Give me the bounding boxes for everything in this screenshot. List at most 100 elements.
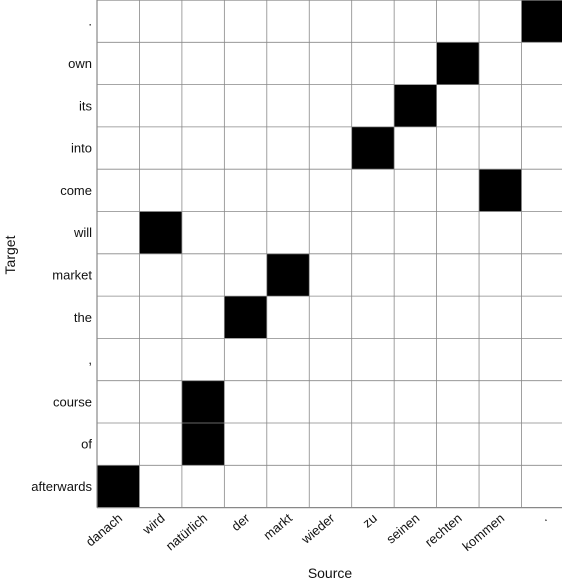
alignment-cell <box>351 465 395 508</box>
y-tick-label: market <box>52 267 92 282</box>
alignment-cell <box>479 42 522 85</box>
alignment-cell <box>394 0 437 43</box>
alignment-cell <box>351 42 395 85</box>
alignment-cell <box>97 423 140 466</box>
alignment-cell <box>521 126 562 170</box>
alignment-cell <box>139 423 182 466</box>
alignment-cell <box>436 380 480 423</box>
x-tick-label: . <box>537 510 549 524</box>
alignment-cell <box>436 169 480 212</box>
alignment-cell <box>309 253 352 297</box>
alignment-cell <box>394 338 437 381</box>
alignment-cell <box>139 84 182 127</box>
y-tick-label: the <box>74 310 92 325</box>
alignment-cell-filled <box>521 0 562 43</box>
alignment-cell <box>181 126 225 170</box>
alignment-cell <box>351 84 395 127</box>
y-tick-labels: . own its into come will market the, course of aft… <box>31 14 92 494</box>
x-tick-label: wird <box>139 510 168 537</box>
alignment-cell <box>139 169 182 212</box>
alignment-cell <box>181 211 225 254</box>
alignment-cell <box>266 465 310 508</box>
x-tick-label: seinen <box>383 510 422 546</box>
alignment-cell <box>224 253 267 297</box>
alignment-cell <box>266 211 310 254</box>
y-axis-label: Target <box>2 235 18 274</box>
alignment-cell <box>97 0 140 43</box>
alignment-cell-filled <box>97 465 140 508</box>
alignment-cell <box>521 465 562 508</box>
alignment-cell <box>266 423 310 466</box>
alignment-cell <box>351 296 395 339</box>
y-tick-label: own <box>68 56 92 71</box>
alignment-cell <box>309 211 352 254</box>
alignment-cell <box>394 465 437 508</box>
alignment-cell <box>479 465 522 508</box>
alignment-cell <box>521 253 562 297</box>
alignment-cell-filled <box>266 253 310 297</box>
alignment-cell <box>224 126 267 170</box>
alignment-cell <box>224 84 267 127</box>
alignment-cell <box>224 423 267 466</box>
alignment-cell <box>181 338 225 381</box>
alignment-cell <box>309 338 352 381</box>
alignment-cell <box>266 380 310 423</box>
alignment-cell <box>97 380 140 423</box>
alignment-cell <box>139 338 182 381</box>
alignment-cell <box>309 296 352 339</box>
alignment-cell <box>436 126 480 170</box>
alignment-cell <box>521 84 562 127</box>
alignment-cell <box>139 465 182 508</box>
alignment-cell <box>351 211 395 254</box>
alignment-cell <box>224 338 267 381</box>
y-tick-label: . <box>88 14 92 29</box>
alignment-cell <box>309 465 352 508</box>
alignment-cell <box>266 126 310 170</box>
alignment-cell <box>139 296 182 339</box>
alignment-cell <box>479 84 522 127</box>
alignment-cell <box>181 465 225 508</box>
grid-lines <box>96 0 562 509</box>
alignment-cell <box>521 169 562 212</box>
alignment-cell <box>394 211 437 254</box>
alignment-cell <box>97 42 140 85</box>
alignment-cell <box>266 296 310 339</box>
alignment-cell <box>436 253 480 297</box>
alignment-cell <box>266 42 310 85</box>
x-tick-label: wieder <box>298 510 338 547</box>
x-tick-label: natürlich <box>163 510 210 553</box>
y-tick-label: come <box>60 183 92 198</box>
alignment-cell-filled <box>139 211 182 254</box>
alignment-cell <box>351 169 395 212</box>
alignment-cell <box>266 338 310 381</box>
alignment-cell <box>394 126 437 170</box>
alignment-cell <box>479 126 522 170</box>
alignment-cell <box>97 126 140 170</box>
y-tick-label: its <box>79 98 93 113</box>
alignment-cell <box>351 0 395 43</box>
alignment-cell <box>521 211 562 254</box>
alignment-cell <box>479 338 522 381</box>
alignment-cell <box>479 296 522 339</box>
alignment-cell-filled <box>181 380 225 423</box>
alignment-cell <box>394 42 437 85</box>
alignment-cell <box>266 169 310 212</box>
alignment-cell <box>181 0 225 43</box>
alignment-cell <box>224 211 267 254</box>
heatmap-cells <box>97 0 562 508</box>
x-tick-label: danach <box>83 510 125 549</box>
alignment-cell <box>97 338 140 381</box>
alignment-cell <box>224 0 267 43</box>
y-tick-label: into <box>71 141 92 156</box>
y-tick-label: , <box>88 352 92 367</box>
alignment-cell <box>266 0 310 43</box>
alignment-cell <box>181 296 225 339</box>
alignment-cell <box>97 253 140 297</box>
alignment-cell <box>139 380 182 423</box>
alignment-cell <box>436 423 480 466</box>
alignment-cell <box>521 42 562 85</box>
alignment-cell <box>309 84 352 127</box>
alignment-cell <box>309 380 352 423</box>
